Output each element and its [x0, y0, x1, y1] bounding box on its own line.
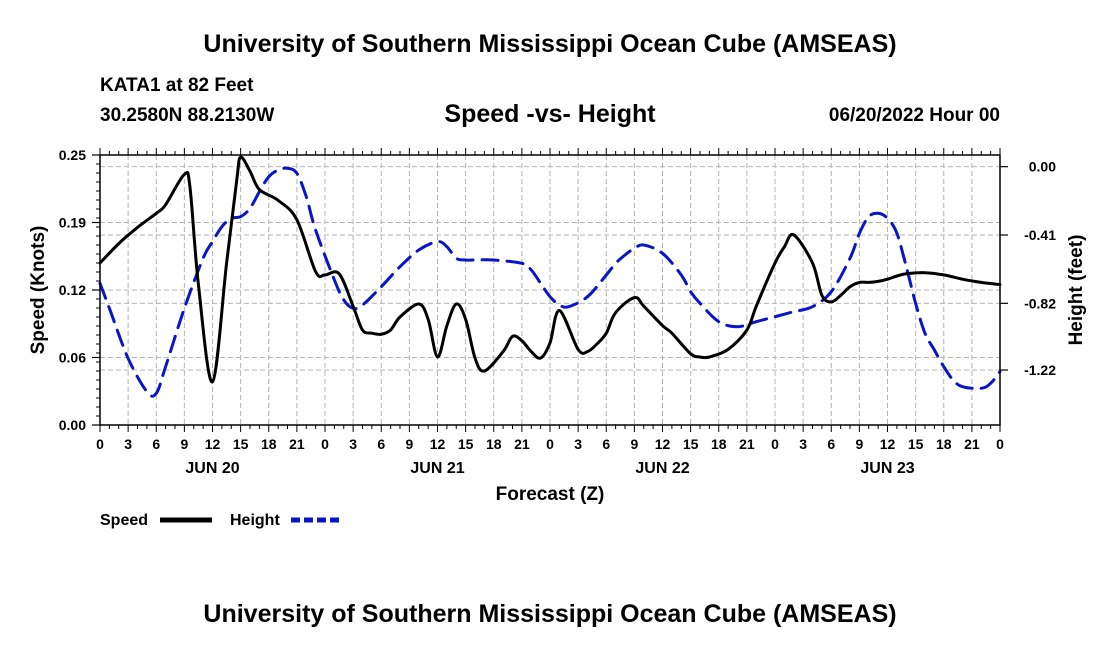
y-tick-label: 0.00 [59, 417, 86, 433]
x-tick-label: 15 [908, 436, 924, 452]
y2-tick-label: -0.82 [1024, 295, 1056, 311]
y-tick-label: 0.25 [59, 147, 86, 163]
x-tick-label: 3 [349, 436, 357, 452]
x-tick-label: 9 [630, 436, 638, 452]
x-tick-label: 6 [602, 436, 610, 452]
x-tick-label: 12 [205, 436, 221, 452]
y2-tick-label: -0.41 [1024, 227, 1056, 243]
legend-label-height: Height [230, 512, 280, 529]
x-tick-label: 12 [430, 436, 446, 452]
x-tick-label: 9 [855, 436, 863, 452]
series [98, 155, 1002, 398]
series-line-speed [98, 155, 1002, 384]
y-tick-label: 0.06 [59, 350, 86, 366]
x-tick-label: 0 [996, 436, 1004, 452]
station-name: KATA1 at 82 Feet [100, 75, 254, 96]
axes [92, 148, 1008, 432]
x-tick-label: 0 [546, 436, 554, 452]
x-day-label: JUN 23 [860, 460, 914, 477]
forecast-datetime: 06/20/2022 Hour 00 [828, 105, 1000, 126]
legend-label-speed: Speed [100, 512, 148, 529]
x-tick-label: 21 [289, 436, 305, 452]
x-tick-label: 9 [405, 436, 413, 452]
chart-subtitle: Speed -vs- Height [444, 100, 656, 128]
x-tick-label: 3 [574, 436, 582, 452]
x-tick-label: 6 [377, 436, 385, 452]
x-tick-label: 15 [683, 436, 699, 452]
x-tick-label: 15 [233, 436, 249, 452]
x-tick-label: 21 [739, 436, 755, 452]
legend: Speed Height [100, 512, 343, 529]
chart-title: University of Southern Mississippi Ocean… [203, 30, 897, 58]
x-tick-label: 12 [880, 436, 896, 452]
x-day-label: JUN 21 [410, 460, 464, 477]
x-axis-label: Forecast (Z) [496, 484, 605, 505]
axis-labels: Forecast (Z) Speed (Knots) Height (feet)… [28, 147, 1087, 505]
x-tick-label: 0 [321, 436, 329, 452]
x-tick-label: 21 [964, 436, 980, 452]
y-axis-label: Speed (Knots) [28, 226, 49, 355]
station-coordinates: 30.2580N 88.2130W [100, 105, 275, 126]
grid [100, 155, 1000, 425]
x-tick-label: 9 [180, 436, 188, 452]
x-tick-label: 0 [96, 436, 104, 452]
x-tick-label: 18 [936, 436, 952, 452]
y2-tick-label: -1.22 [1024, 362, 1056, 378]
y-tick-label: 0.19 [59, 215, 86, 231]
x-tick-label: 6 [152, 436, 160, 452]
x-tick-label: 3 [124, 436, 132, 452]
footer-title: University of Southern Mississippi Ocean… [203, 600, 897, 628]
x-tick-label: 6 [827, 436, 835, 452]
x-tick-label: 18 [486, 436, 502, 452]
x-tick-label: 3 [799, 436, 807, 452]
x-tick-label: 18 [261, 436, 277, 452]
x-tick-label: 15 [458, 436, 474, 452]
x-day-label: JUN 20 [185, 460, 239, 477]
x-day-label: JUN 22 [635, 460, 689, 477]
x-tick-label: 21 [514, 436, 530, 452]
x-tick-label: 18 [711, 436, 727, 452]
y2-axis-label: Height (feet) [1066, 235, 1087, 346]
series-line-height [98, 166, 1002, 398]
y-tick-label: 0.12 [59, 282, 86, 298]
x-tick-label: 0 [771, 436, 779, 452]
x-tick-label: 12 [655, 436, 671, 452]
y2-tick-label: 0.00 [1029, 159, 1056, 175]
